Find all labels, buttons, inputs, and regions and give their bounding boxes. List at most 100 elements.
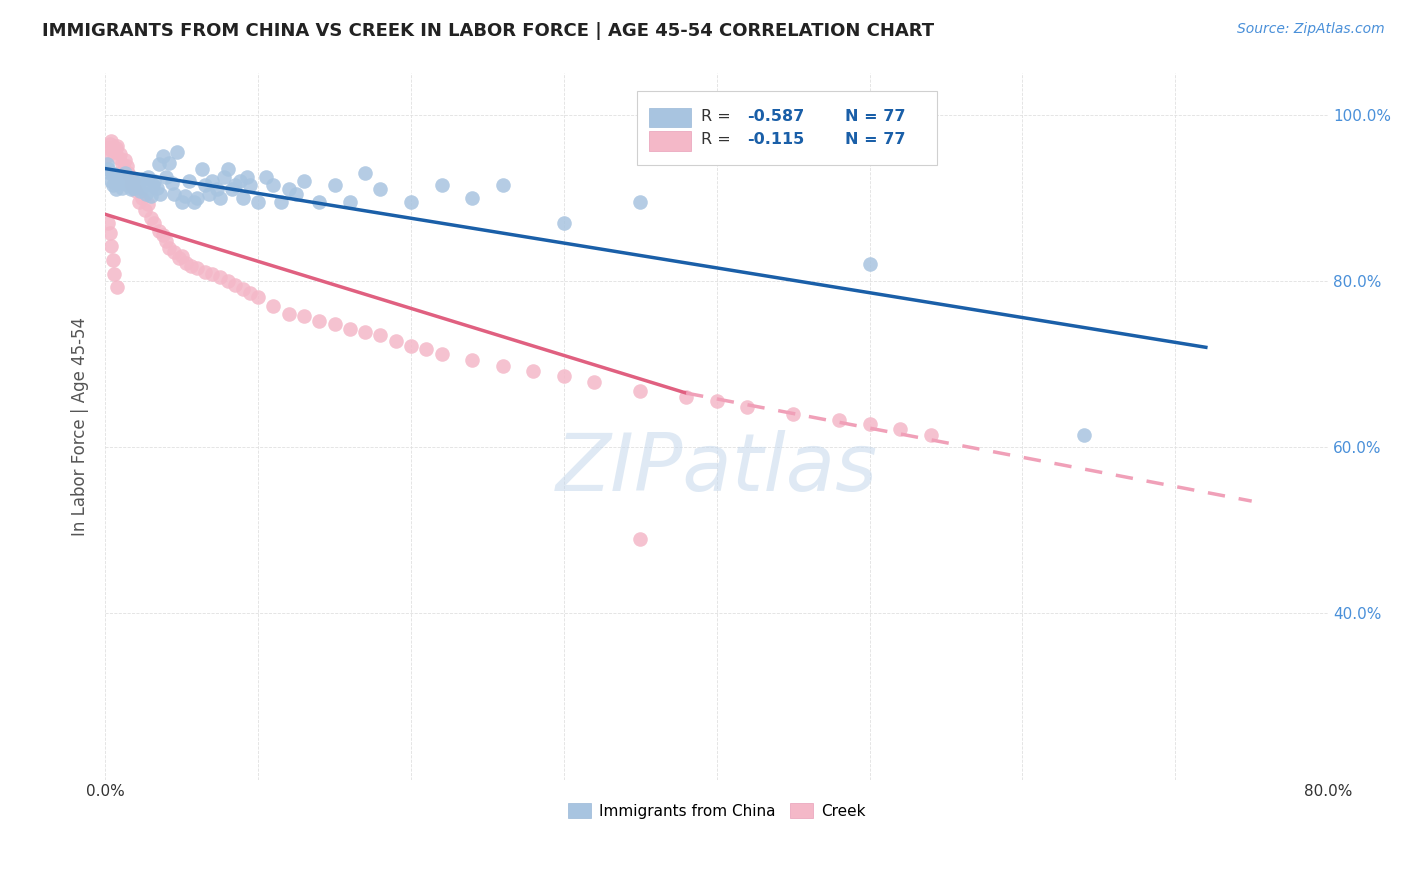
Point (183, 194, 205, 209)
Point (101, 178, 124, 193)
Point (135, 186, 157, 201)
Text: ZIPatlas: ZIPatlas (555, 430, 877, 508)
Point (415, 342, 437, 356)
Point (262, 178, 284, 193)
Point (399, 339, 422, 353)
Point (675, 390, 697, 404)
Point (125, 184, 148, 198)
Point (136, 197, 159, 211)
Point (370, 182, 392, 196)
Point (354, 166, 377, 180)
Point (125, 176, 148, 190)
Point (628, 532, 651, 546)
Point (155, 234, 177, 248)
Point (121, 174, 143, 188)
Point (100, 239, 122, 253)
Point (96, 157, 118, 171)
Point (292, 174, 315, 188)
Point (247, 290, 270, 304)
Point (117, 166, 139, 180)
Point (170, 194, 193, 209)
Point (229, 174, 252, 188)
Point (97, 141, 120, 155)
Point (104, 141, 127, 155)
Point (236, 169, 259, 184)
Point (104, 182, 127, 196)
Point (323, 317, 346, 331)
Point (96, 149, 118, 163)
Point (98, 166, 121, 180)
Point (285, 186, 308, 201)
Point (134, 203, 156, 218)
Point (107, 280, 129, 294)
Point (107, 139, 129, 153)
Point (706, 394, 728, 409)
Point (142, 178, 165, 193)
Point (782, 407, 804, 421)
Point (239, 286, 262, 301)
Point (254, 169, 277, 184)
Point (129, 184, 152, 198)
Text: -0.587: -0.587 (747, 109, 804, 124)
Point (308, 194, 330, 209)
FancyBboxPatch shape (650, 108, 690, 128)
Point (492, 359, 515, 373)
Point (522, 363, 544, 377)
Point (323, 178, 346, 193)
Point (139, 189, 162, 203)
Point (201, 267, 224, 281)
Point (120, 178, 142, 193)
Point (139, 211, 162, 226)
Point (354, 326, 377, 340)
Point (101, 253, 124, 268)
Point (889, 422, 911, 436)
Point (208, 191, 231, 205)
Point (339, 194, 361, 209)
Text: N = 77: N = 77 (845, 132, 905, 147)
Point (114, 166, 136, 180)
Point (143, 216, 166, 230)
Point (461, 352, 484, 367)
Point (115, 159, 138, 173)
Point (152, 149, 174, 163)
Point (101, 145, 124, 159)
Point (262, 299, 284, 313)
Point (370, 327, 392, 342)
Point (828, 413, 851, 427)
Text: IMMIGRANTS FROM CHINA VS CREEK IN LABOR FORCE | AGE 45-54 CORRELATION CHART: IMMIGRANTS FROM CHINA VS CREEK IN LABOR … (42, 22, 935, 40)
Point (430, 347, 453, 361)
Point (108, 151, 131, 165)
Point (461, 191, 484, 205)
Point (131, 191, 153, 205)
Point (98, 226, 121, 240)
Point (107, 176, 129, 190)
FancyBboxPatch shape (650, 131, 690, 151)
Point (108, 169, 131, 184)
FancyBboxPatch shape (637, 91, 936, 165)
Point (186, 191, 208, 205)
Point (157, 155, 180, 169)
Point (277, 182, 299, 196)
Point (100, 134, 122, 148)
Point (128, 180, 150, 194)
Point (110, 172, 132, 186)
Point (232, 191, 254, 205)
Point (103, 267, 125, 281)
Point (277, 307, 299, 321)
Point (136, 169, 159, 184)
Point (103, 168, 125, 182)
Point (232, 282, 254, 296)
Point (97, 216, 120, 230)
Point (163, 244, 186, 259)
Point (430, 178, 453, 193)
Point (143, 174, 166, 188)
Point (114, 153, 136, 168)
Point (205, 182, 228, 196)
Text: R =: R = (700, 109, 731, 124)
Point (157, 241, 180, 255)
Point (121, 180, 143, 194)
Point (174, 255, 197, 269)
Point (628, 194, 651, 209)
Point (179, 174, 201, 188)
Point (112, 176, 135, 190)
